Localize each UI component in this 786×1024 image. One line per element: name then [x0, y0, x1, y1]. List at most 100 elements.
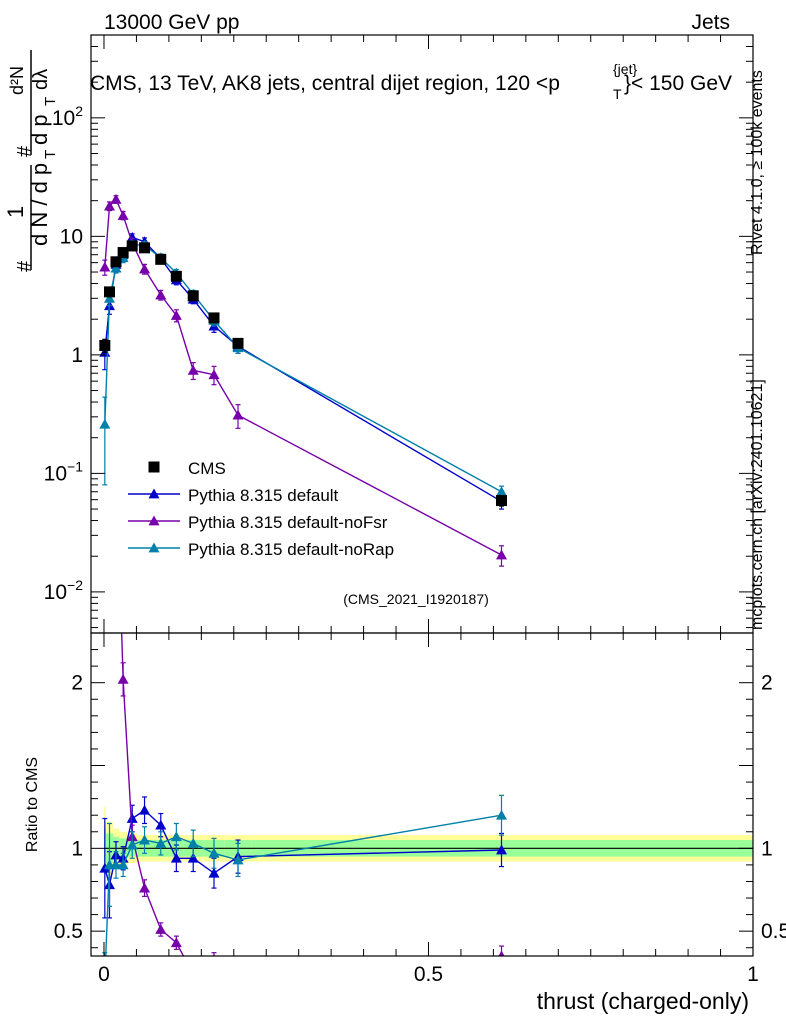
- x-tick-label: 1: [747, 963, 759, 986]
- legend-label: Pythia 8.315 default: [188, 486, 339, 505]
- legend-marker-triangle: [148, 515, 160, 526]
- data-point: [99, 339, 111, 351]
- ratio-line: [104, 809, 502, 885]
- ratio-y-tick-label: 0.5: [54, 920, 83, 943]
- x-tick-label: 0.5: [414, 963, 443, 986]
- data-point: [208, 312, 220, 324]
- mc-point: [496, 486, 508, 497]
- series-pythia-8-315-default-norap: [99, 239, 508, 499]
- data-point: [496, 495, 508, 507]
- legend-marker-triangle: [148, 488, 160, 499]
- mc-point: [496, 549, 508, 560]
- ratio-line: [120, 633, 502, 956]
- legend-marker-square: [148, 461, 160, 473]
- ratio-uncertainty-bands: [103, 806, 753, 890]
- title-sub-t: T: [613, 86, 622, 102]
- data-point: [187, 290, 199, 302]
- mc-point: [99, 418, 111, 429]
- main-series-group: [99, 193, 508, 567]
- ratio-point: [155, 923, 167, 934]
- ratio-point: [496, 844, 508, 855]
- ratio-point: [117, 859, 129, 870]
- ratio-point: [99, 862, 111, 873]
- mc-point: [110, 193, 122, 204]
- data-point: [103, 286, 115, 298]
- ratio-point: [232, 854, 244, 865]
- series-cms: [99, 240, 508, 507]
- mc-point: [155, 289, 167, 300]
- ratio-point: [139, 834, 151, 845]
- ratio-point: [117, 673, 129, 684]
- ratio-point: [104, 131, 115, 141]
- mc-point: [208, 369, 220, 380]
- ylabel-hash-2: #: [14, 145, 36, 157]
- ratio-series-group: [99, 131, 508, 979]
- ratio-point: [155, 837, 167, 848]
- y-tick-label: 102: [52, 103, 83, 130]
- ylabel-sub-t-2: T: [42, 97, 59, 106]
- data-point: [155, 253, 167, 265]
- mc-point: [170, 309, 182, 320]
- data-point: [139, 242, 151, 254]
- ratio-y-axis-label: Ratio to CMS: [24, 757, 41, 852]
- mc-point: [187, 364, 199, 375]
- ratio-y-tick-label: 2: [71, 672, 83, 695]
- ratio-frame: [90, 632, 754, 957]
- mc-point: [103, 200, 115, 211]
- mc-point: [126, 231, 138, 242]
- mc-point: [139, 263, 151, 274]
- ratio-y-tick-label-right: 0.5: [761, 920, 786, 943]
- chart-title: CMS, 13 TeV, AK8 jets, central dijet reg…: [90, 61, 732, 102]
- legend-item: Pythia 8.315 default-noRap: [128, 540, 394, 559]
- ratio-point: [139, 804, 151, 815]
- data-point: [110, 256, 122, 268]
- legend-item: CMS: [148, 459, 226, 478]
- ratio-y-tick-label-right: 2: [761, 672, 773, 695]
- ylabel-hash-1: #: [14, 260, 36, 272]
- category-label: Jets: [691, 11, 730, 34]
- ratio-point: [170, 831, 182, 842]
- ratio-y-tick-label-right: 1: [761, 837, 773, 860]
- y-tick-label: 10−2: [44, 577, 84, 604]
- x-axis-label: thrust (charged-only): [537, 988, 749, 1014]
- legend-label: CMS: [188, 459, 226, 478]
- ratio-point: [99, 247, 110, 257]
- ratio-point: [188, 969, 199, 979]
- ratio-point: [498, 950, 505, 956]
- ratio-point: [496, 809, 508, 820]
- ratio-point: [126, 813, 138, 823]
- ratio-point: [126, 839, 138, 850]
- ratio-point: [187, 852, 199, 863]
- ratio-point: [208, 867, 220, 878]
- y-tick-label: 10: [60, 225, 83, 248]
- y-tick-label: 1: [71, 344, 83, 367]
- y-tick-label: 10−1: [44, 458, 84, 485]
- legend-item: Pythia 8.315 default: [128, 486, 339, 505]
- legend-item: Pythia 8.315 default-noFsr: [128, 513, 388, 532]
- energy-label: 13000 GeV pp: [104, 11, 239, 34]
- series-line: [104, 244, 502, 493]
- ratio-point: [233, 967, 244, 977]
- ratio-point: [187, 837, 199, 848]
- x-tick-label: 0: [98, 963, 110, 986]
- side-label-rivet: Rivet 4.1.0, ≥ 100k events: [749, 70, 766, 255]
- data-point: [170, 270, 182, 282]
- ratio-point: [110, 859, 122, 870]
- ylabel-d2n: d²N: [7, 66, 27, 95]
- legend-label: Pythia 8.315 default-noFsr: [188, 513, 388, 532]
- mc-point: [232, 409, 244, 420]
- series-pythia-8-315-default-nofsr: [99, 193, 508, 567]
- ratio-point: [170, 852, 182, 863]
- ylabel-one: 1: [3, 206, 28, 218]
- ratio-point: [212, 953, 216, 956]
- ratio-point: [208, 847, 220, 858]
- series-line: [104, 236, 502, 503]
- legend: CMS Pythia 8.315 default Pythia 8.315 defa…: [128, 459, 394, 559]
- data-point: [232, 337, 244, 349]
- mc-point: [103, 292, 115, 303]
- ylabel-dlambda: dλ: [30, 69, 52, 90]
